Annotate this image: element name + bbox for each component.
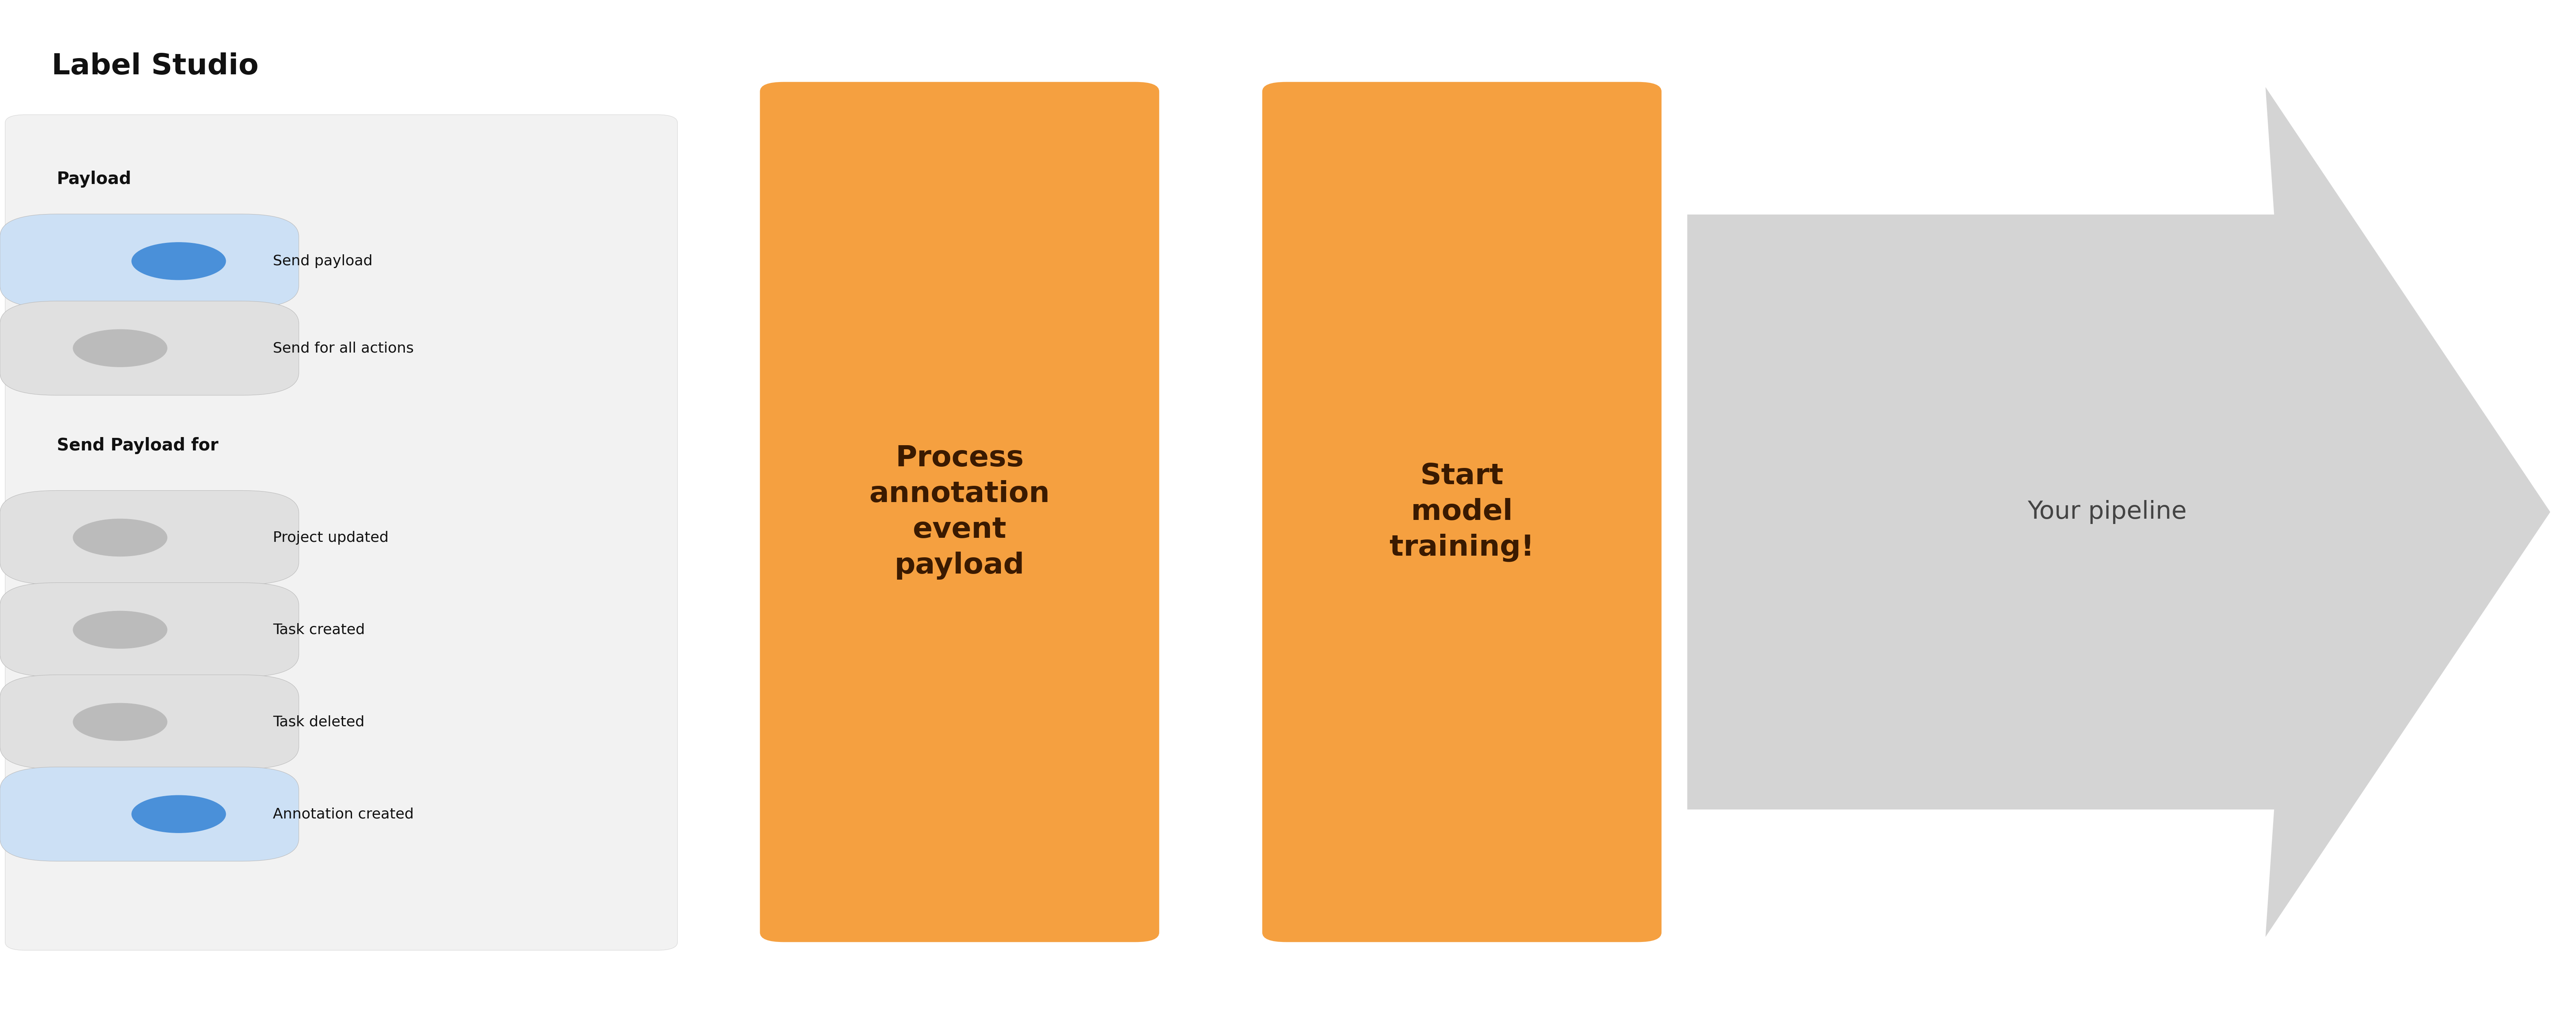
FancyBboxPatch shape bbox=[0, 301, 299, 395]
Circle shape bbox=[131, 796, 227, 833]
FancyBboxPatch shape bbox=[0, 214, 299, 308]
Text: Process
annotation
event
payload: Process annotation event payload bbox=[868, 444, 1051, 580]
Text: Payload: Payload bbox=[57, 171, 131, 187]
Circle shape bbox=[72, 703, 167, 740]
Text: Send Payload for: Send Payload for bbox=[57, 437, 219, 454]
Circle shape bbox=[72, 519, 167, 556]
Text: Start
model
training!: Start model training! bbox=[1388, 462, 1535, 562]
Text: Your pipeline: Your pipeline bbox=[2027, 500, 2187, 524]
Text: Annotation created: Annotation created bbox=[273, 807, 415, 821]
Text: Label Studio: Label Studio bbox=[52, 52, 258, 81]
FancyBboxPatch shape bbox=[0, 490, 299, 585]
FancyBboxPatch shape bbox=[5, 115, 677, 950]
FancyBboxPatch shape bbox=[0, 583, 299, 677]
Circle shape bbox=[72, 611, 167, 648]
Text: Project updated: Project updated bbox=[273, 530, 389, 545]
FancyBboxPatch shape bbox=[0, 767, 299, 861]
Text: Task deleted: Task deleted bbox=[273, 715, 366, 729]
Text: Task created: Task created bbox=[273, 623, 366, 637]
Circle shape bbox=[131, 243, 227, 280]
FancyBboxPatch shape bbox=[1262, 82, 1662, 942]
Polygon shape bbox=[1687, 87, 2550, 937]
Text: Send payload: Send payload bbox=[273, 254, 374, 268]
FancyBboxPatch shape bbox=[0, 675, 299, 769]
FancyBboxPatch shape bbox=[760, 82, 1159, 942]
Text: Send for all actions: Send for all actions bbox=[273, 341, 415, 355]
Circle shape bbox=[72, 330, 167, 367]
